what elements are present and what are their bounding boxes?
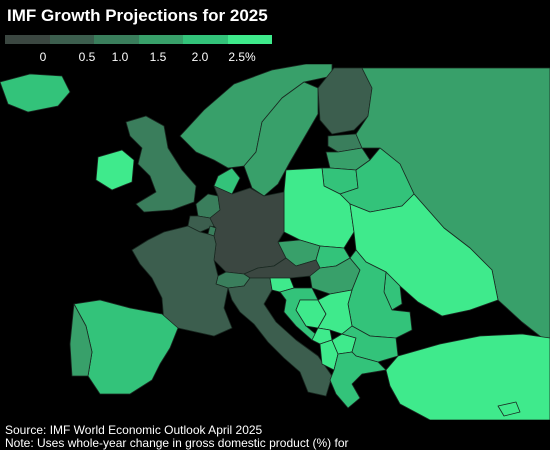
- legend-tick-label: 0: [39, 50, 47, 64]
- legend-tick-label: 2.0: [191, 50, 209, 64]
- country-iceland: [0, 73, 71, 113]
- footnote: Note: Uses whole-year change in gross do…: [5, 436, 349, 450]
- country-portugal: [69, 303, 93, 377]
- country-germany: [209, 185, 287, 275]
- legend-swatch: [5, 35, 50, 44]
- europe-map: [0, 64, 550, 420]
- legend-swatch: [94, 35, 139, 44]
- legend-swatch: [138, 35, 183, 44]
- legend-tick-label: 0.5: [78, 50, 96, 64]
- country-cyprus: [497, 401, 521, 417]
- legend-swatch: [49, 35, 94, 44]
- legend-tick-label: 2.5%: [228, 50, 256, 64]
- source-note: Source: IMF World Economic Outlook April…: [5, 423, 263, 437]
- legend-tick-label: 1.0: [111, 50, 129, 64]
- country-greece: [329, 351, 387, 409]
- country-ireland: [95, 149, 135, 191]
- legend-tick-label: 1.5: [149, 50, 167, 64]
- country-turkey: [385, 333, 550, 420]
- country-france: [131, 225, 233, 337]
- chart-title: IMF Growth Projections for 2025: [7, 6, 268, 25]
- legend-swatch: [227, 35, 272, 44]
- legend-swatch: [183, 35, 228, 44]
- color-legend: 0 0.5 1.0 1.5 2.0 2.5%: [5, 35, 272, 65]
- country-united-kingdom: [125, 115, 197, 213]
